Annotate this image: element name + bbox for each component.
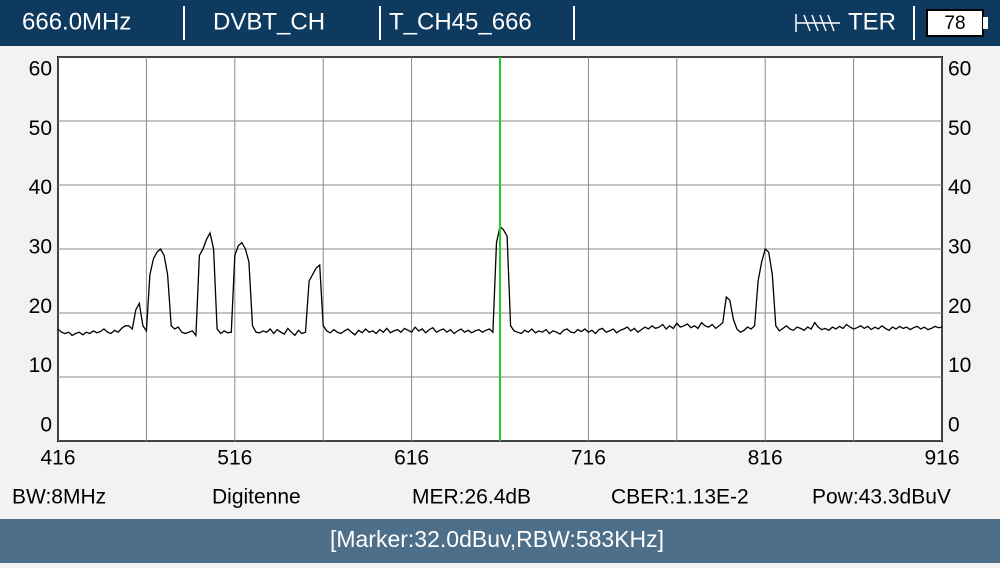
- y-tick-label: 0: [40, 414, 52, 437]
- x-tick-label: 616: [394, 447, 429, 470]
- y-tick-label: 10: [29, 354, 52, 377]
- antenna-icon: [795, 14, 840, 32]
- y-tick-label-right: 60: [948, 58, 971, 81]
- standard: DVBT_CH: [213, 8, 325, 35]
- battery-level: 78: [944, 13, 965, 34]
- y-tick-label-right: 40: [948, 176, 971, 199]
- y-tick-label: 60: [29, 58, 52, 81]
- x-tick-label: 916: [924, 447, 959, 470]
- x-tick-label: 516: [217, 447, 252, 470]
- status-text: [Marker:32.0dBuv,RBW:583KHz]: [330, 526, 664, 552]
- y-tick-label-right: 0: [948, 414, 960, 437]
- y-tick-label: 50: [29, 117, 52, 140]
- y-tick-label-right: 50: [948, 117, 971, 140]
- y-tick-label-right: 10: [948, 354, 971, 377]
- x-tick-label: 716: [571, 447, 606, 470]
- y-tick-label-right: 20: [948, 295, 971, 318]
- y-tick-label: 40: [29, 176, 52, 199]
- mer: MER:26.4dB: [412, 486, 531, 509]
- battery-tip: [983, 17, 988, 29]
- channel: T_CH45_666: [389, 8, 532, 35]
- status-bar: [0, 519, 1000, 563]
- network: Digitenne: [212, 486, 301, 509]
- band: TER: [848, 8, 896, 35]
- y-tick-label: 30: [29, 236, 52, 259]
- power: Pow:43.3dBuV: [812, 486, 951, 509]
- cber: CBER:1.13E-2: [611, 486, 749, 509]
- y-tick-label: 20: [29, 295, 52, 318]
- x-tick-label: 816: [748, 447, 783, 470]
- x-tick-label: 416: [40, 447, 75, 470]
- plot: [57, 56, 943, 442]
- y-tick-label-right: 30: [948, 236, 971, 259]
- frequency: 666.0MHz: [22, 8, 131, 35]
- bandwidth: BW:8MHz: [12, 486, 106, 509]
